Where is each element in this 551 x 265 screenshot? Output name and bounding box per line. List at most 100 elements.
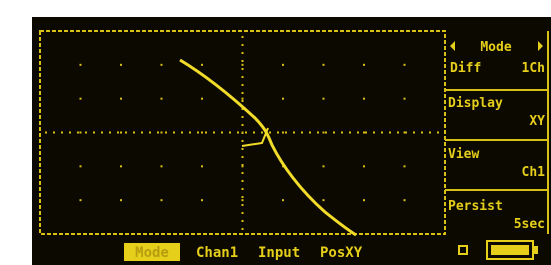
- softkey[interactable]: PosXY: [320, 245, 363, 261]
- grid-dot: [365, 132, 367, 134]
- grid-dot: [363, 132, 365, 134]
- grid-dot: [282, 132, 284, 134]
- grid-dot: [80, 64, 82, 66]
- grid-dot: [80, 98, 82, 100]
- grid-dot: [242, 188, 244, 190]
- grid-dot: [413, 132, 415, 134]
- menu-value: Ch1: [522, 165, 546, 180]
- grid-dot: [80, 199, 82, 201]
- grid-dot: [201, 199, 203, 201]
- grid-dot: [221, 132, 223, 134]
- grid-dot: [285, 132, 287, 134]
- menu-title[interactable]: Display: [448, 96, 503, 111]
- grid-dot: [197, 132, 199, 134]
- grid-dot: [363, 199, 365, 201]
- grid-dot: [373, 132, 375, 134]
- grid-dot: [201, 64, 203, 66]
- grid-dot: [429, 132, 431, 134]
- grid-dot: [253, 132, 255, 134]
- grid-dot: [242, 84, 244, 86]
- grid-dot: [349, 132, 351, 134]
- grid-dot: [341, 132, 343, 134]
- grid-dot: [277, 132, 279, 134]
- grid-dot: [61, 132, 63, 134]
- grid-dot: [242, 100, 244, 102]
- grid-dot: [333, 132, 335, 134]
- grid-dot: [397, 132, 399, 134]
- menu-value: XY: [529, 114, 545, 129]
- grid-dot: [323, 132, 325, 134]
- grid-dot: [205, 132, 207, 134]
- grid-dot: [213, 132, 215, 134]
- grid-dot: [120, 64, 122, 66]
- grid-dot: [242, 156, 244, 158]
- grid-dot: [120, 165, 122, 167]
- grid-dot: [323, 98, 325, 100]
- grid-dot: [109, 132, 111, 134]
- grid-dot: [120, 98, 122, 100]
- grid-dot: [323, 64, 325, 66]
- grid-dot: [161, 132, 163, 134]
- grid-dot: [404, 199, 406, 201]
- grid-dot: [242, 228, 244, 230]
- grid-dot: [125, 132, 127, 134]
- grid-dot: [161, 199, 163, 201]
- grid-dot: [242, 76, 244, 78]
- grid-dot: [120, 199, 122, 201]
- softkey[interactable]: Chan1: [196, 245, 238, 261]
- grid-dot: [245, 132, 247, 134]
- grid-dot: [242, 92, 244, 94]
- softkey[interactable]: Mode: [135, 245, 169, 261]
- grid-dot: [242, 196, 244, 198]
- grid-dot: [301, 132, 303, 134]
- grid-dot: [189, 132, 191, 134]
- grid-dot: [242, 64, 244, 66]
- grid-dot: [357, 132, 359, 134]
- grid-dot: [282, 64, 284, 66]
- grid-dot: [404, 165, 406, 167]
- grid-dot: [317, 132, 319, 134]
- grid-dot: [242, 60, 244, 62]
- grid-dot: [229, 132, 231, 134]
- grid-dot: [325, 132, 327, 134]
- grid-dot: [242, 164, 244, 166]
- grid-dot: [93, 132, 95, 134]
- grid-dot: [120, 132, 122, 134]
- grid-dot: [242, 68, 244, 70]
- grid-dot: [261, 132, 263, 134]
- grid-dot: [101, 132, 103, 134]
- grid-dot: [161, 64, 163, 66]
- grid-dot: [242, 116, 244, 118]
- softkey[interactable]: Input: [258, 245, 300, 261]
- menu-value: 5sec: [514, 217, 545, 232]
- menu-title[interactable]: View: [448, 147, 479, 162]
- grid-dot: [161, 165, 163, 167]
- grid-dot: [117, 132, 119, 134]
- grid-dot: [242, 212, 244, 214]
- grid-dot: [80, 132, 82, 134]
- grid-dot: [323, 165, 325, 167]
- grid-dot: [141, 132, 143, 134]
- grid-dot: [45, 132, 47, 134]
- grid-dot: [181, 132, 183, 134]
- grid-dot: [242, 148, 244, 150]
- grid-dot: [363, 64, 365, 66]
- grid-dot: [389, 132, 391, 134]
- grid-dot: [242, 172, 244, 174]
- grid-dot: [133, 132, 135, 134]
- grid-dot: [242, 199, 244, 201]
- grid-dot: [404, 64, 406, 66]
- grid-dot: [149, 132, 151, 134]
- grid-dot: [242, 124, 244, 126]
- menu-title[interactable]: Mode: [480, 40, 511, 55]
- grid-dot: [69, 132, 71, 134]
- grid-dot: [437, 132, 439, 134]
- grid-dot: [363, 165, 365, 167]
- grid-dot: [323, 199, 325, 201]
- grid-dot: [242, 44, 244, 46]
- menu-title[interactable]: Persist: [448, 199, 503, 214]
- grid-dot: [381, 132, 383, 134]
- menu-value: 1Ch: [522, 61, 545, 76]
- grid-dot: [269, 132, 271, 134]
- grid-dot: [293, 132, 295, 134]
